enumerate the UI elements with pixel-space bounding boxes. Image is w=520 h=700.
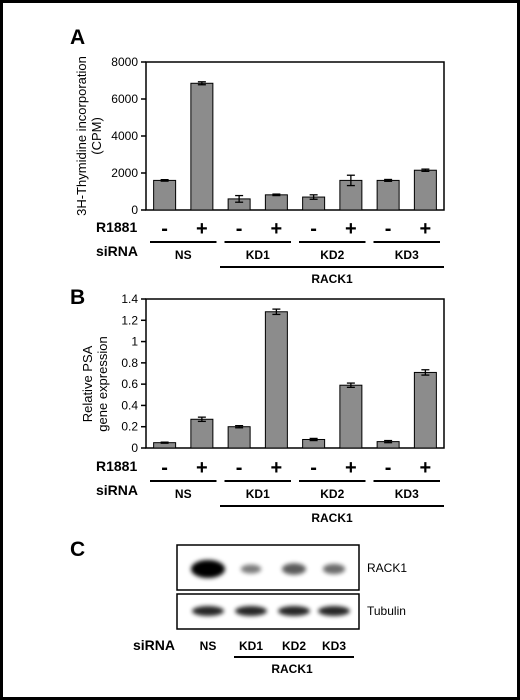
panel-a-sirna-groups: NS KD1 KD2 KD3 xyxy=(150,241,440,262)
b-ytick-label: 0 xyxy=(131,441,138,455)
tubulin-band xyxy=(278,606,310,616)
lane-label-kd2: KD2 xyxy=(282,639,306,653)
b-bar xyxy=(413,371,437,449)
panel-a-ylabel-line2: (CPM) xyxy=(89,117,104,155)
panel-a: A 3H-Thymidine incorporation (CPM) 0 2000… xyxy=(70,26,445,286)
b-bar xyxy=(264,311,288,449)
b-r1881-sign: - xyxy=(310,457,317,479)
a-r1881-sign: + xyxy=(420,218,432,240)
lane-label-ns: NS xyxy=(200,639,217,653)
a-r1881-sign: - xyxy=(385,218,392,240)
a-ytick-label: 4000 xyxy=(111,129,138,143)
panel-a-r1881-signs: - + - + - + - + xyxy=(161,218,431,240)
b-group-label: KD1 xyxy=(246,487,270,501)
panel-a-ylabel-line1: 3H-Thymidine incorporation xyxy=(74,56,89,216)
a-ytick-label: 8000 xyxy=(111,55,138,69)
a-r1881-sign: + xyxy=(271,218,283,240)
b-ytick-label: 0.4 xyxy=(121,398,138,412)
b-r1881-sign: + xyxy=(345,457,357,479)
b-ytick-label: 1.2 xyxy=(121,313,138,327)
blot-label-tubulin: Tubulin xyxy=(367,604,406,618)
panel-b-r1881-label: R1881 xyxy=(96,458,137,474)
a-ytick-label: 6000 xyxy=(111,92,138,106)
b-ytick-label: 1.4 xyxy=(121,292,138,306)
blot-label-rack1: RACK1 xyxy=(367,561,407,575)
a-group-label: KD3 xyxy=(395,248,419,262)
tubulin-band xyxy=(235,606,267,616)
panel-a-letter: A xyxy=(70,26,85,49)
b-group-label: NS xyxy=(175,487,192,501)
b-ytick-label: 0.8 xyxy=(121,356,138,370)
panel-c-sirna-label: siRNA xyxy=(133,637,175,653)
a-bar xyxy=(413,169,437,211)
a-group-label: NS xyxy=(175,248,192,262)
panel-b-bars xyxy=(153,308,437,449)
a-r1881-sign: - xyxy=(310,218,317,240)
panel-b-ylabel-line2: gene expression xyxy=(95,336,110,431)
rack1-band xyxy=(240,564,262,574)
panel-b-sirna-groups: NS KD1 KD2 KD3 xyxy=(150,480,440,501)
panel-c-letter: C xyxy=(70,538,85,561)
b-bar xyxy=(227,426,251,449)
b-ytick-label: 1 xyxy=(131,335,138,349)
b-ytick-label: 0.2 xyxy=(121,420,138,434)
a-bar xyxy=(190,82,214,211)
a-r1881-sign: + xyxy=(345,218,357,240)
rack1-bands xyxy=(191,560,346,578)
b-r1881-sign: + xyxy=(196,457,208,479)
panel-c-rack1-label: RACK1 xyxy=(271,662,313,676)
a-bar xyxy=(376,179,400,211)
panel-b-r1881-signs: - + - + - + - + xyxy=(161,457,431,479)
b-bar xyxy=(190,418,214,449)
lane-label-kd3: KD3 xyxy=(322,639,346,653)
b-r1881-sign: + xyxy=(271,457,283,479)
tubulin-band xyxy=(192,606,224,616)
b-r1881-sign: - xyxy=(385,457,392,479)
a-ytick-label: 0 xyxy=(131,203,138,217)
a-r1881-sign: - xyxy=(161,218,168,240)
panel-a-r1881-label: R1881 xyxy=(96,219,137,235)
b-r1881-sign: - xyxy=(161,457,168,479)
a-r1881-sign: - xyxy=(236,218,243,240)
panel-b-sirna-label: siRNA xyxy=(96,482,138,498)
b-ytick-label: 0.6 xyxy=(121,377,138,391)
b-group-label: KD2 xyxy=(320,487,344,501)
panel-b-axes: 0 0.2 0.4 0.6 0.8 1 1.2 1.4 xyxy=(121,292,445,455)
panel-b: B Relative PSA gene expression 0 0.2 0.4 0.… xyxy=(70,286,445,525)
panel-a-axes: 0 2000 4000 6000 8000 xyxy=(111,55,445,217)
panel-a-rack1-label: RACK1 xyxy=(311,272,353,286)
rack1-band xyxy=(281,563,307,575)
panel-a-sirna-label: siRNA xyxy=(96,243,138,259)
rack1-band xyxy=(322,563,346,575)
lane-label-kd1: KD1 xyxy=(239,639,263,653)
panel-b-letter: B xyxy=(70,286,85,309)
tubulin-bands xyxy=(192,606,350,616)
b-plot-frame xyxy=(145,298,445,449)
b-bar xyxy=(339,384,363,449)
panel-a-bars xyxy=(153,81,437,211)
b-r1881-sign: - xyxy=(236,457,243,479)
a-bar xyxy=(264,194,288,211)
panel-b-rack1-label: RACK1 xyxy=(311,511,353,525)
a-ytick-label: 2000 xyxy=(111,166,138,180)
rack1-band xyxy=(191,560,225,578)
a-bar xyxy=(153,179,177,211)
b-r1881-sign: + xyxy=(420,457,432,479)
a-r1881-sign: + xyxy=(196,218,208,240)
b-group-label: KD3 xyxy=(395,487,419,501)
a-group-label: KD2 xyxy=(320,248,344,262)
tubulin-band xyxy=(318,606,350,616)
panel-c: C RACK1 Tubulin siRNA NS KD1 KD2 KD3 RAC… xyxy=(70,538,407,676)
panel-b-ylabel-line1: Relative PSA xyxy=(80,345,95,422)
a-group-label: KD1 xyxy=(246,248,270,262)
